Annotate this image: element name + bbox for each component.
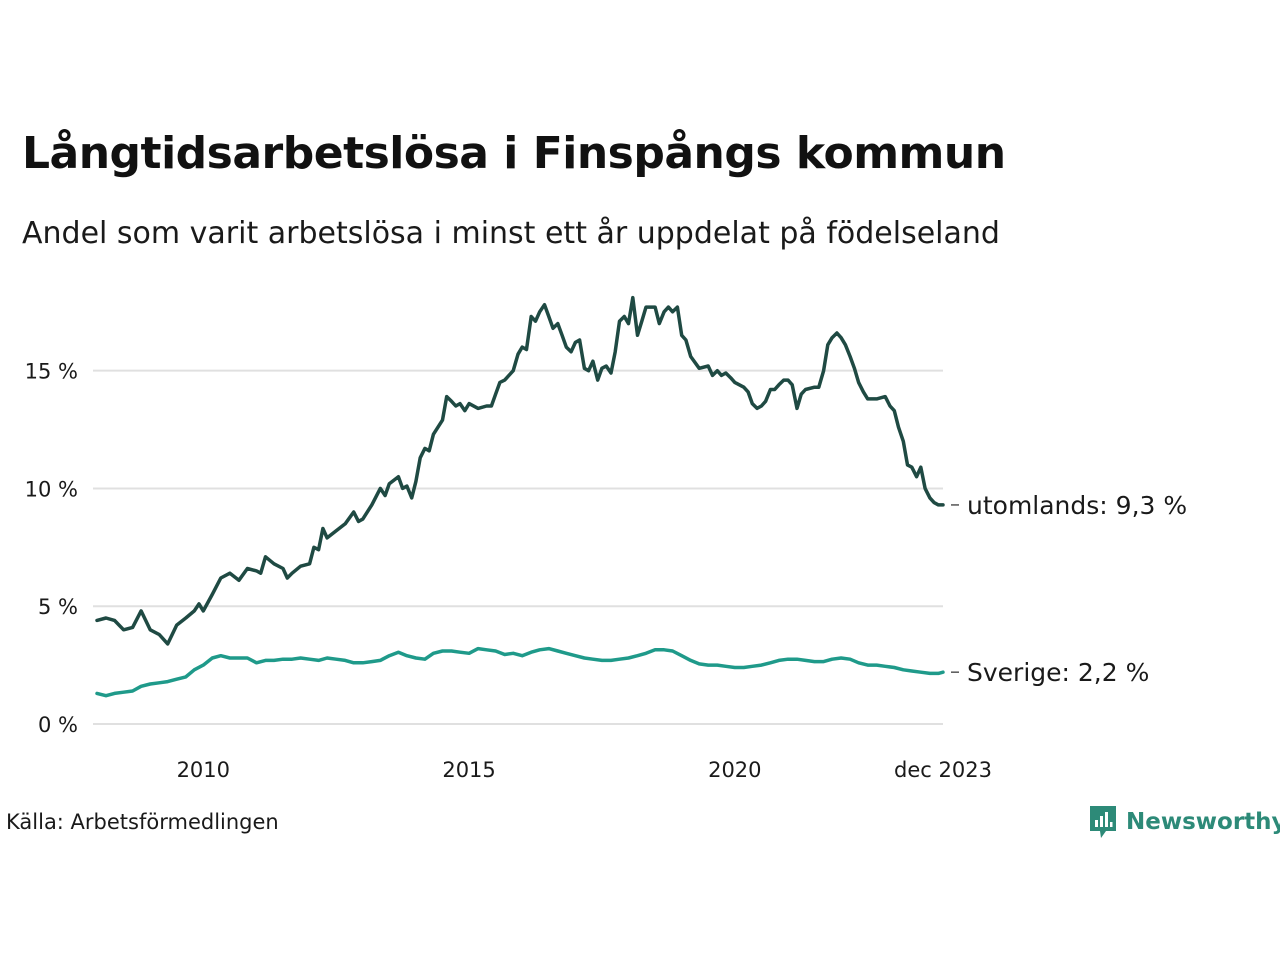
chart-subtitle: Andel som varit arbetslösa i minst ett å…	[22, 216, 1000, 251]
series-line-sverige	[95, 646, 945, 698]
x-tick-label: 2010	[177, 758, 230, 782]
y-axis-ticks: 0 % 5 % 10 % 15 %	[25, 360, 78, 737]
series-line-utomlands	[95, 295, 945, 646]
source-note: Källa: Arbetsförmedlingen	[6, 810, 279, 834]
newsworthy-brand[interactable]: Newsworthy	[1088, 804, 1280, 840]
series-lines	[95, 295, 945, 698]
y-tick-label: 10 %	[25, 477, 78, 501]
chart-title: Långtidsarbetslösa i Finspångs kommun	[22, 128, 1006, 179]
x-tick-label: dec 2023	[894, 758, 992, 782]
y-tick-label: 0 %	[38, 713, 78, 737]
series-end-label-sverige: Sverige: 2,2 %	[967, 658, 1149, 687]
gridlines	[93, 369, 943, 725]
y-tick-label: 5 %	[38, 595, 78, 619]
x-tick-label: 2015	[442, 758, 495, 782]
x-axis-ticks: 2010 2015 2020 dec 2023	[177, 758, 992, 782]
y-tick-label: 15 %	[25, 360, 78, 384]
newsworthy-logo-icon	[1090, 806, 1116, 838]
brand-name: Newsworthy	[1126, 809, 1280, 835]
series-end-labels: utomlands: 9,3 % Sverige: 2,2 %	[951, 491, 1187, 687]
x-tick-label: 2020	[708, 758, 761, 782]
series-end-label-utomlands: utomlands: 9,3 %	[967, 491, 1187, 520]
